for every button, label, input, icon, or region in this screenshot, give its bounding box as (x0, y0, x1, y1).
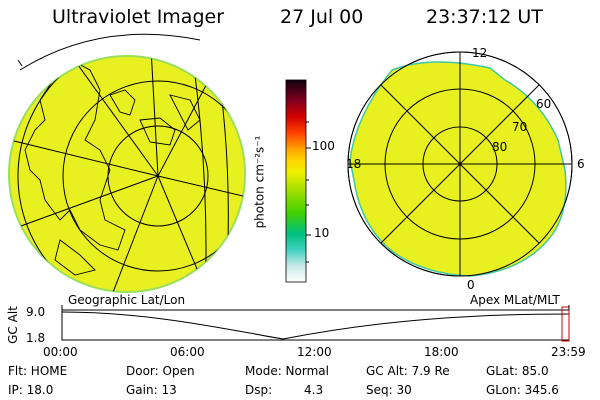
info-door: Door: Open (126, 364, 195, 378)
colorbar-tick-10: 10 (314, 226, 330, 240)
info-dsp-value: 4.3 (304, 383, 324, 397)
apex-caption: Apex MLat/MLT (470, 293, 560, 307)
timeline-ymax: 9.0 (26, 305, 46, 319)
info-gain: Gain: 13 (126, 383, 177, 397)
right-uv-region (349, 61, 567, 277)
timeline-axis-label: GC Alt (5, 306, 20, 344)
timeline-ymin: 1.8 (26, 331, 46, 345)
info-mode: Mode: Normal (245, 364, 329, 378)
info-glon: GLon: 345.6 (486, 383, 559, 397)
time-label: 23:37:12 UT (426, 6, 543, 28)
colorbar-tick-100: 100 (312, 139, 335, 153)
mlt-label-bottom: 0 (467, 278, 475, 292)
mlat-label-60: 60 (536, 97, 552, 111)
mlt-label-right: 6 (577, 157, 585, 171)
gc-alt-timeline (61, 305, 570, 342)
color-bar (285, 79, 311, 283)
info-gcalt: GC Alt: 7.9 Re (366, 364, 450, 378)
info-dsp: Dsp: (245, 383, 273, 397)
time-tick-2: 12:00 (297, 345, 332, 359)
time-tick-3: 18:00 (424, 345, 459, 359)
info-flt: Flt: HOME (8, 364, 68, 378)
left-uv-disc (8, 55, 246, 293)
mlt-label-top: 12 (472, 46, 488, 60)
mlat-label-80: 80 (492, 140, 508, 154)
date-label: 27 Jul 00 (280, 6, 364, 28)
mlat-label-70: 70 (512, 120, 528, 134)
info-seq: Seq: 30 (366, 383, 412, 397)
time-tick-1: 06:00 (170, 345, 205, 359)
geographic-panel (8, 33, 246, 293)
time-tick-4: 23:59 (551, 345, 586, 359)
mlt-label-left: 18 (346, 157, 362, 171)
colorbar-unit-label: photon cm⁻²s⁻¹ (252, 135, 267, 229)
info-glat: GLat: 85.0 (486, 364, 549, 378)
info-ip: IP: 18.0 (8, 383, 54, 397)
gc-alt-curve (61, 311, 570, 340)
apex-panel (347, 51, 573, 277)
app-title: Ultraviolet Imager (52, 6, 225, 28)
time-tick-0: 00:00 (43, 345, 78, 359)
geographic-caption: Geographic Lat/Lon (68, 293, 186, 307)
